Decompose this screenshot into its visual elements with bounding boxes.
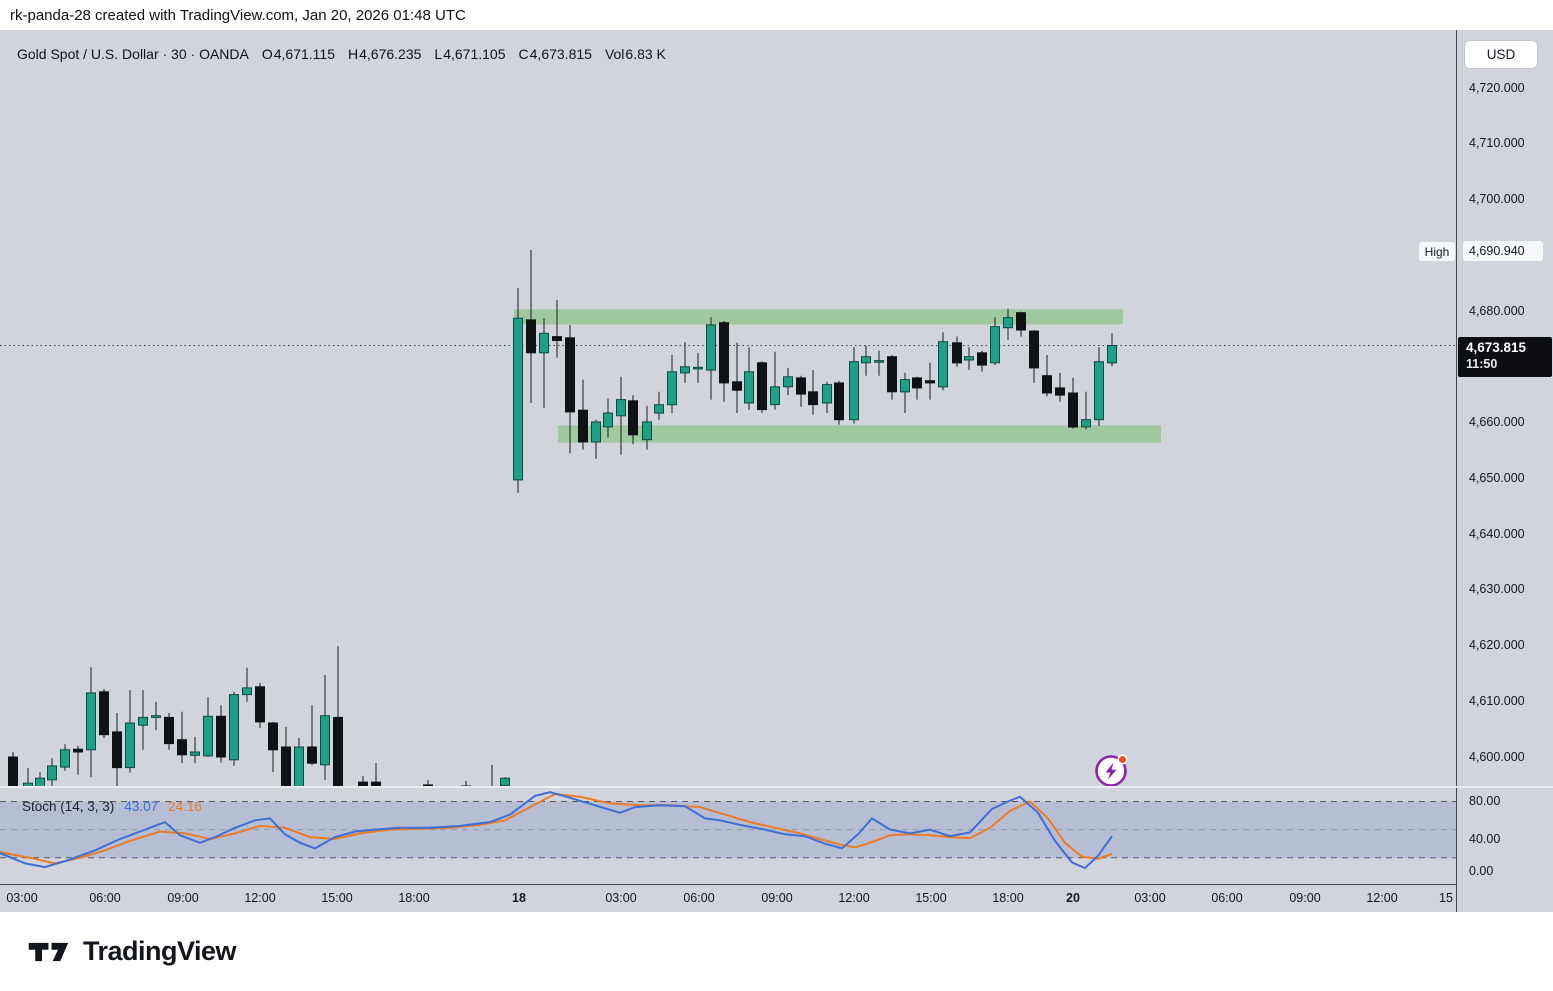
- price-tick-label: 4,600.000: [1469, 749, 1525, 764]
- time-tick-label: 12:00: [838, 891, 870, 905]
- price-tick-label: 4,650.000: [1469, 470, 1525, 485]
- price-chart-canvas[interactable]: [0, 30, 1456, 912]
- time-tick-label: 03:00: [1134, 891, 1166, 905]
- price-tick-label: 4,610.000: [1469, 693, 1525, 708]
- legend-field-h: H4,676.235: [348, 46, 422, 62]
- time-tick-label: 15:00: [321, 891, 353, 905]
- tradingview-logo-text: TradingView: [83, 936, 237, 966]
- stoch-tick-label: 40.00: [1469, 831, 1501, 846]
- price-tick-label: 4,700.000: [1469, 192, 1525, 206]
- stoch-name: Stoch (14, 3, 3): [22, 799, 115, 814]
- time-tick-label: 06:00: [89, 891, 121, 905]
- tradingview-logo[interactable]: TradingView: [28, 936, 237, 967]
- price-tick-label: 4,620.000: [1469, 638, 1525, 652]
- price-axis[interactable]: USD 4,690.940 4,673.815 11:50 4,720.000 4…: [1456, 30, 1553, 912]
- price-tick-label: 4,640.000: [1469, 526, 1525, 541]
- price-tick-label: 4,720.000: [1469, 80, 1525, 95]
- time-tick-label: 12:00: [1366, 891, 1398, 905]
- time-tick-label: 06:00: [1211, 891, 1243, 905]
- time-tick-label: 12:00: [244, 891, 276, 905]
- legend-field-vol: Vol6.83 K: [604, 46, 666, 62]
- time-tick-label: 09:00: [761, 891, 793, 905]
- stoch-k-value: 43.07: [124, 799, 159, 814]
- high-marker-value: 4,690.940: [1463, 241, 1543, 261]
- price-tick-label: 4,630.000: [1469, 582, 1525, 597]
- time-tick-label: 20: [1066, 891, 1080, 905]
- time-tick-label: 18:00: [398, 891, 430, 905]
- time-tick-label: 09:00: [167, 891, 199, 905]
- tradingview-logo-mark: [28, 942, 69, 961]
- attribution-text: rk-panda-28 created with TradingView.com…: [10, 7, 466, 24]
- pane-separator[interactable]: [0, 786, 1553, 788]
- symbol-title: Gold Spot / U.S. Dollar · 30 · OANDA: [17, 46, 249, 62]
- footer: TradingView: [0, 912, 1553, 991]
- time-tick-label: 03:00: [6, 891, 38, 905]
- lightning-icon[interactable]: [1092, 750, 1132, 790]
- currency-toggle-button[interactable]: USD: [1465, 41, 1537, 68]
- time-tick-label: 18: [512, 891, 526, 905]
- stoch-d-value: 24.16: [168, 799, 202, 814]
- legend-field-c: C4,673.815: [518, 46, 592, 62]
- bar-countdown: 11:50: [1466, 356, 1498, 371]
- stoch-indicator-label: Stoch (14, 3, 3) 43.07 24.16: [22, 799, 202, 814]
- time-tick-label: 09:00: [1289, 891, 1321, 905]
- stoch-tick-label: 80.00: [1469, 794, 1501, 808]
- legend-field-o: O4,671.115: [261, 46, 335, 62]
- last-price-value: 4,673.815: [1466, 340, 1527, 355]
- time-tick-label: 18:00: [992, 891, 1024, 905]
- time-tick-label: 03:00: [605, 891, 637, 905]
- price-tick-label: 4,660.000: [1469, 415, 1525, 429]
- time-tick-label: 15:00: [915, 891, 947, 905]
- legend-field-l: L4,671.105: [434, 46, 506, 62]
- price-tick-label: 4,710.000: [1469, 136, 1525, 151]
- time-tick-label: 15: [1439, 891, 1453, 905]
- time-axis[interactable]: 03:00 06:00 09:00 12:00 15:00 18:00 18 03:00 06:…: [0, 884, 1456, 912]
- stoch-tick-label: 0.00: [1469, 863, 1494, 878]
- high-marker-tag: High: [1419, 242, 1455, 261]
- symbol-legend: Gold Spot / U.S. Dollar · 30 · OANDA O4,6…: [17, 46, 666, 62]
- price-tick-label: 4,680.000: [1469, 303, 1525, 318]
- time-tick-label: 06:00: [683, 891, 715, 905]
- last-price-badge: 4,673.815 11:50: [1458, 337, 1552, 377]
